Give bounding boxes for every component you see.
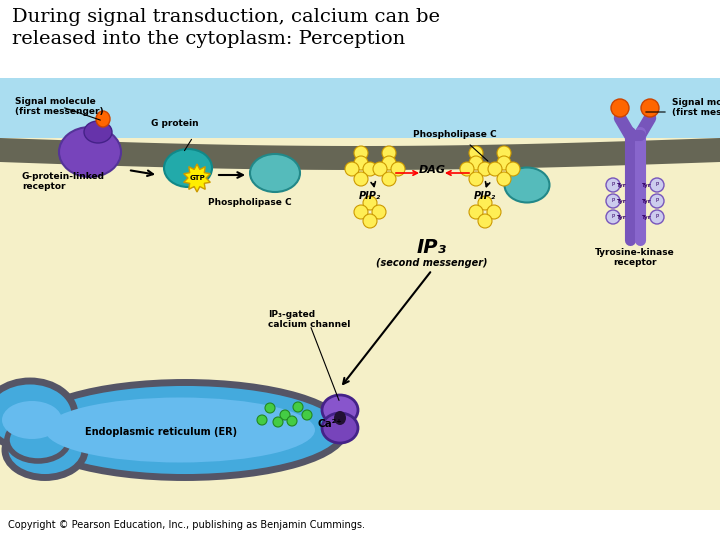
Text: (second messenger): (second messenger) [377,258,487,268]
Circle shape [373,162,387,176]
Circle shape [606,194,620,208]
Ellipse shape [322,395,358,425]
Circle shape [280,410,290,420]
Ellipse shape [164,149,212,187]
Circle shape [354,156,368,170]
Text: Tyr: Tyr [617,183,626,187]
Circle shape [469,146,483,160]
Ellipse shape [25,382,345,477]
Text: IP₃: IP₃ [417,238,447,257]
Polygon shape [0,138,720,170]
Text: P: P [655,214,659,219]
Bar [0,78,720,138]
Circle shape [460,162,474,176]
Circle shape [257,415,267,425]
Circle shape [372,205,386,219]
Ellipse shape [611,99,629,117]
Circle shape [650,194,664,208]
Text: Tyr: Tyr [617,199,626,204]
Ellipse shape [250,154,300,192]
Ellipse shape [505,167,549,202]
Circle shape [354,172,368,186]
Text: Tyr: Tyr [642,183,652,187]
Bar [0,78,720,510]
Circle shape [606,178,620,192]
Bar [0,78,720,138]
Text: GTP: GTP [189,175,205,181]
Circle shape [497,156,511,170]
Ellipse shape [59,127,121,177]
Circle shape [650,178,664,192]
Text: IP₃-gated
calcium channel: IP₃-gated calcium channel [268,310,351,329]
Ellipse shape [0,381,75,449]
Circle shape [382,146,396,160]
Circle shape [273,417,283,427]
Circle shape [363,214,377,228]
Text: P: P [611,214,615,219]
Circle shape [265,403,275,413]
Circle shape [469,205,483,219]
Text: Tyr: Tyr [617,214,626,219]
Text: DAG: DAG [418,165,446,175]
Text: released into the cytoplasm: Perception: released into the cytoplasm: Perception [12,30,405,48]
Text: Phospholipase C: Phospholipase C [413,130,497,139]
Text: PIP₂: PIP₂ [359,191,381,201]
Circle shape [363,196,377,210]
Text: Ca²⁺: Ca²⁺ [318,419,343,429]
Circle shape [650,210,664,224]
Circle shape [478,196,492,210]
Circle shape [391,162,405,176]
Text: P: P [655,183,659,187]
Circle shape [382,172,396,186]
Circle shape [478,214,492,228]
Circle shape [302,410,312,420]
Text: P: P [611,199,615,204]
Circle shape [469,156,483,170]
Ellipse shape [5,422,85,477]
Ellipse shape [334,411,346,425]
Ellipse shape [7,419,69,461]
Text: Signal molecule
(first messenger): Signal molecule (first messenger) [15,97,104,117]
Circle shape [497,172,511,186]
Text: Signal molecule
(first messenger): Signal molecule (first messenger) [672,98,720,117]
Text: Phospholipase C: Phospholipase C [208,198,292,207]
Text: G protein: G protein [151,119,199,128]
Text: PIP₂: PIP₂ [474,191,496,201]
Circle shape [488,162,502,176]
Ellipse shape [2,401,62,439]
Text: Tyr: Tyr [642,199,652,204]
Text: G-protein-linked
receptor: G-protein-linked receptor [22,172,105,191]
Polygon shape [184,164,210,192]
Circle shape [487,205,501,219]
Text: During signal transduction, calcium can be: During signal transduction, calcium can … [12,8,440,26]
Ellipse shape [322,413,358,443]
Text: Copyright © Pearson Education, Inc., publishing as Benjamin Cummings.: Copyright © Pearson Education, Inc., pub… [8,520,365,530]
Circle shape [293,402,303,412]
Circle shape [497,146,511,160]
Circle shape [506,162,520,176]
Ellipse shape [84,121,112,143]
Ellipse shape [96,111,110,127]
Text: Tyrosine-kinase
receptor: Tyrosine-kinase receptor [595,248,675,267]
Circle shape [469,172,483,186]
Text: P: P [611,183,615,187]
Ellipse shape [641,99,659,117]
Circle shape [287,416,297,426]
Circle shape [354,205,368,219]
Text: Tyr: Tyr [642,214,652,219]
Ellipse shape [45,397,315,462]
Circle shape [363,162,377,176]
Circle shape [345,162,359,176]
Circle shape [354,146,368,160]
Circle shape [382,156,396,170]
Text: Endoplasmic reticulum (ER): Endoplasmic reticulum (ER) [85,427,237,437]
Text: P: P [655,199,659,204]
Circle shape [606,210,620,224]
Circle shape [478,162,492,176]
